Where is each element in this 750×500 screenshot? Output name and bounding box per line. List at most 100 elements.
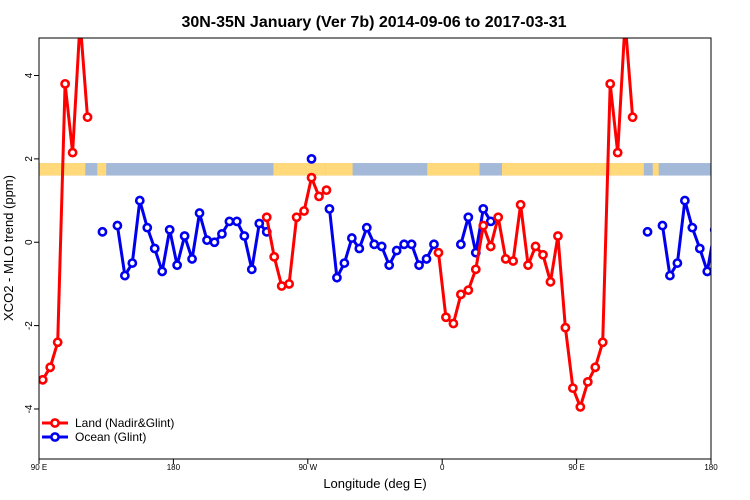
series-line [41,38,89,381]
x-tick-label: 180 [167,463,181,472]
landmask-band [39,163,711,176]
data-point [134,195,145,206]
plot-frame [38,37,712,460]
data-point [239,231,250,241]
data-point [217,229,227,239]
data-point [463,285,474,296]
land-band-segment [325,163,353,176]
data-point [679,195,690,206]
data-point [687,222,698,233]
data-point [612,147,623,158]
data-point [567,383,578,394]
y-tick-label: 0 [24,239,35,245]
data-point [560,322,571,333]
data-point [500,254,511,264]
land-band-segment [652,163,659,176]
data-point [261,212,272,223]
data-point [224,216,235,227]
data-point [493,212,504,223]
data-point [339,258,350,268]
data-point [694,243,705,254]
data-point [470,264,481,275]
data-point [231,216,242,227]
data-point [142,222,153,233]
data-point [172,260,183,271]
data-point [119,270,130,281]
data-point [391,245,402,256]
land-band-segment [273,163,326,176]
data-point [433,247,444,258]
data-point [306,172,317,183]
data-point [582,376,593,387]
data-point [179,231,190,241]
data-point [254,218,265,229]
data-point [45,362,56,373]
data-point [597,337,608,348]
land-band-segment [501,163,644,176]
data-point [478,220,489,231]
data-point [157,266,168,277]
data-point [361,222,372,233]
data-point [127,258,138,268]
data-point [421,254,432,264]
data-point [485,241,496,252]
data-point [702,266,711,277]
series-ocean [97,153,711,283]
land-band-segment [427,163,480,176]
x-tick-label: 180 [704,463,718,472]
data-point [52,337,63,348]
data-point [455,239,466,250]
data-point [538,249,548,260]
data-point [346,233,357,243]
data-point [515,199,526,210]
data-point [97,226,108,237]
data-point [376,241,387,252]
y-axis-label: XCO2 - MLO trend (ppm) [1,175,16,321]
data-point [657,220,668,231]
series-land [39,18,638,412]
legend-label: Ocean (Glint) [75,430,146,444]
x-tick-label: 90 E [568,463,584,472]
legend-swatch-marker [50,418,60,428]
data-point [399,239,410,250]
data-point [314,191,324,202]
data-point [672,258,683,268]
data-point [414,260,424,271]
data-point [276,281,287,291]
data-point [545,276,556,287]
data-point [508,256,519,266]
data-point [441,312,451,323]
data-point [76,18,83,25]
x-tick-label: 0 [440,463,445,472]
data-point [642,226,653,237]
legend-swatch-marker [50,432,60,442]
legend: Land (Nadir&Glint)Ocean (Glint) [42,416,174,444]
data-point [306,153,317,164]
data-point [60,78,71,89]
data-point [39,374,48,385]
data-point [429,239,439,250]
data-point [291,212,302,223]
x-axis-label: Longitude (deg E) [323,476,426,491]
data-point [463,212,474,223]
data-point [478,204,489,214]
data-point [112,220,123,231]
chart-title: 30N-35N January (Ver 7b) 2014-09-06 to 2… [181,14,566,31]
data-point [455,289,466,300]
data-point [187,254,197,264]
data-point [164,224,175,235]
data-point [448,318,459,329]
data-point [406,239,417,250]
data-point [149,243,160,254]
data-point [627,112,638,123]
y-tick-label: -2 [24,321,35,330]
data-point [246,264,257,275]
data-point [369,239,380,250]
data-point [622,18,629,25]
data-point [194,208,205,218]
y-tick-label: -4 [24,404,35,413]
data-point [321,185,332,196]
series-line [661,199,711,278]
data-point [709,226,711,233]
